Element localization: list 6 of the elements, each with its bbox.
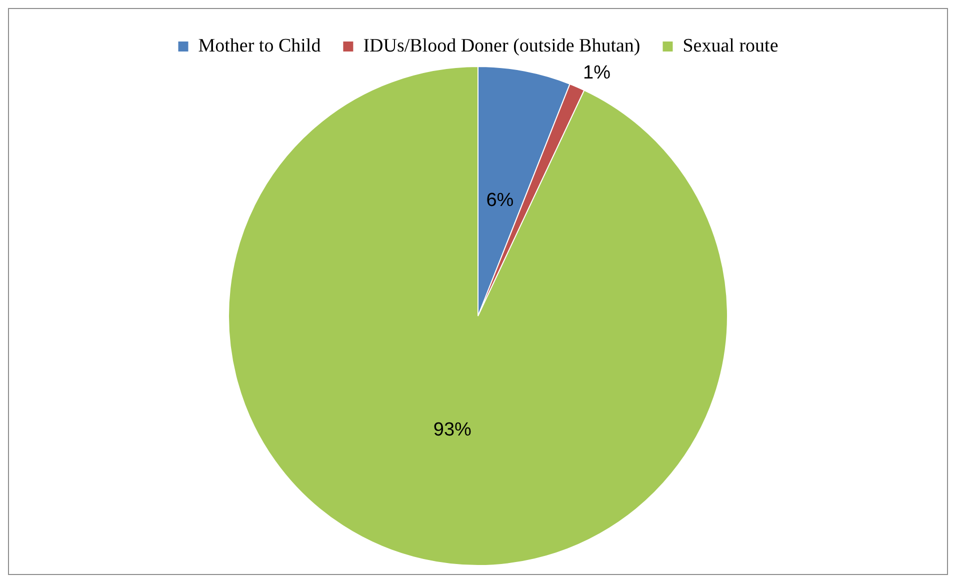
- data-label: 93%: [433, 420, 472, 441]
- legend-label: Mother to Child: [198, 35, 322, 56]
- legend-label: Sexual route: [682, 35, 778, 56]
- data-label: 6%: [486, 190, 514, 212]
- legend-label: IDUs/Blood Doner (outside Bhutan): [363, 35, 640, 56]
- data-label: 1%: [583, 62, 611, 84]
